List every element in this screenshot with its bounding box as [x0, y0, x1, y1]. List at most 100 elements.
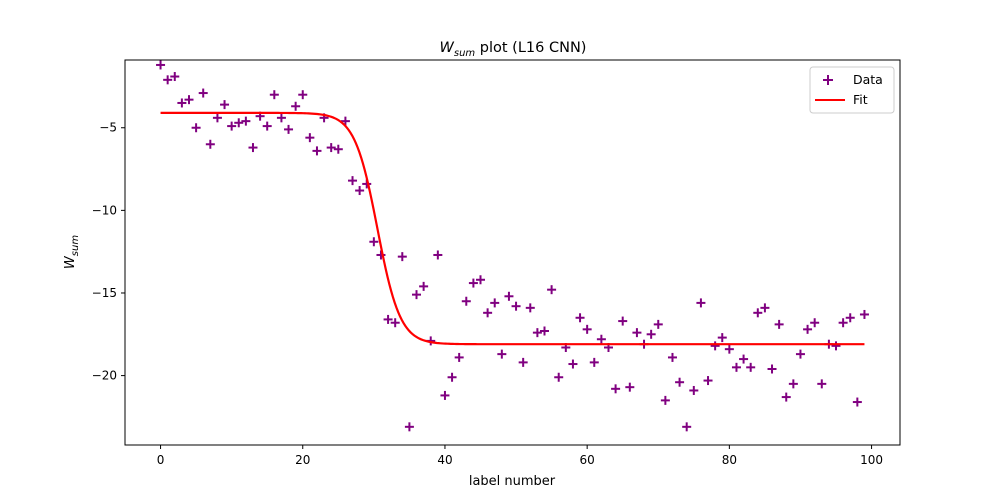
data-point: [468, 278, 478, 288]
y-tick-label: −5: [99, 121, 117, 135]
data-point: [653, 319, 663, 329]
data-point: [611, 384, 621, 394]
data-point: [461, 296, 471, 306]
data-point: [504, 291, 514, 301]
data-point: [483, 308, 493, 318]
chart-title: Wsum plot (L16 CNN): [440, 40, 587, 59]
data-point: [845, 313, 855, 323]
data-point: [618, 316, 628, 326]
y-tick-label: −20: [92, 369, 117, 383]
data-point: [774, 319, 784, 329]
data-point: [625, 382, 635, 392]
data-point: [497, 349, 507, 359]
data-point: [724, 344, 734, 354]
data-point: [369, 237, 379, 247]
data-point: [859, 309, 869, 319]
x-tick-label: 40: [437, 453, 452, 467]
fit-line: [160, 111, 865, 346]
data-point: [632, 328, 642, 338]
data-point: [291, 101, 301, 111]
data-point: [596, 334, 606, 344]
y-tick-label: −15: [92, 286, 117, 300]
x-tick-label: 100: [860, 453, 883, 467]
data-point: [241, 116, 251, 126]
y-axis: −5 −10 −15 −20: [92, 121, 125, 383]
data-point: [212, 113, 222, 123]
data-point: [795, 349, 805, 359]
data-point: [525, 303, 535, 313]
data-point: [739, 354, 749, 364]
data-point: [710, 341, 720, 351]
data-point: [810, 318, 820, 328]
data-point: [404, 422, 414, 432]
data-point: [170, 72, 180, 82]
data-point: [852, 397, 862, 407]
x-tick-label: 80: [722, 453, 737, 467]
data-point: [298, 90, 308, 100]
x-axis: 0 20 40 60 80 100: [157, 445, 883, 467]
data-point: [667, 352, 677, 362]
data-point: [682, 422, 692, 432]
data-point: [340, 116, 350, 126]
data-point: [646, 329, 656, 339]
data-point: [554, 372, 564, 382]
data-point: [383, 314, 393, 324]
data-point: [376, 250, 386, 260]
data-point: [333, 144, 343, 154]
data-point: [731, 362, 741, 372]
data-point: [397, 252, 407, 262]
data-point: [575, 313, 585, 323]
data-point: [348, 176, 358, 186]
legend: Data Fit: [809, 66, 895, 114]
legend-fit-label: Fit: [853, 92, 868, 107]
data-point: [838, 318, 848, 328]
data-point: [184, 95, 194, 105]
data-point: [305, 133, 315, 143]
x-tick-label: 0: [157, 453, 165, 467]
data-point: [156, 60, 166, 70]
data-point: [433, 250, 443, 260]
data-point: [269, 90, 279, 100]
x-tick-label: 20: [295, 453, 310, 467]
data-point: [675, 377, 685, 387]
data-point: [262, 121, 272, 131]
data-point: [198, 88, 208, 98]
legend-data-label: Data: [853, 72, 883, 87]
data-point: [717, 333, 727, 343]
data-point: [440, 390, 450, 400]
axes-frame: [124, 59, 901, 446]
data-point: [234, 118, 244, 128]
data-point: [412, 290, 422, 300]
data-point: [568, 359, 578, 369]
data-point: [248, 143, 258, 153]
data-point: [355, 186, 365, 196]
data-point: [703, 376, 713, 386]
legend-data-marker: [823, 75, 833, 85]
data-point: [582, 324, 592, 334]
data-point: [788, 379, 798, 389]
data-point: [390, 318, 400, 328]
data-point: [831, 341, 841, 351]
data-point: [803, 324, 813, 334]
data-point: [753, 308, 763, 318]
data-point: [205, 139, 215, 149]
data-point: [817, 379, 827, 389]
x-axis-label: label number: [469, 474, 556, 489]
data-point: [689, 385, 699, 395]
data-point: [447, 372, 457, 382]
data-point: [227, 121, 237, 131]
data-point: [419, 281, 429, 291]
data-point: [177, 98, 187, 108]
data-point: [781, 392, 791, 402]
data-point: [532, 328, 542, 338]
data-point: [547, 285, 557, 295]
data-point: [539, 326, 549, 336]
data-point: [163, 75, 173, 85]
data-point: [696, 298, 706, 308]
data-point: [276, 113, 286, 123]
data-point: [312, 146, 322, 156]
data-point: [746, 362, 756, 372]
data-point: [760, 303, 770, 313]
data-point: [191, 123, 201, 133]
